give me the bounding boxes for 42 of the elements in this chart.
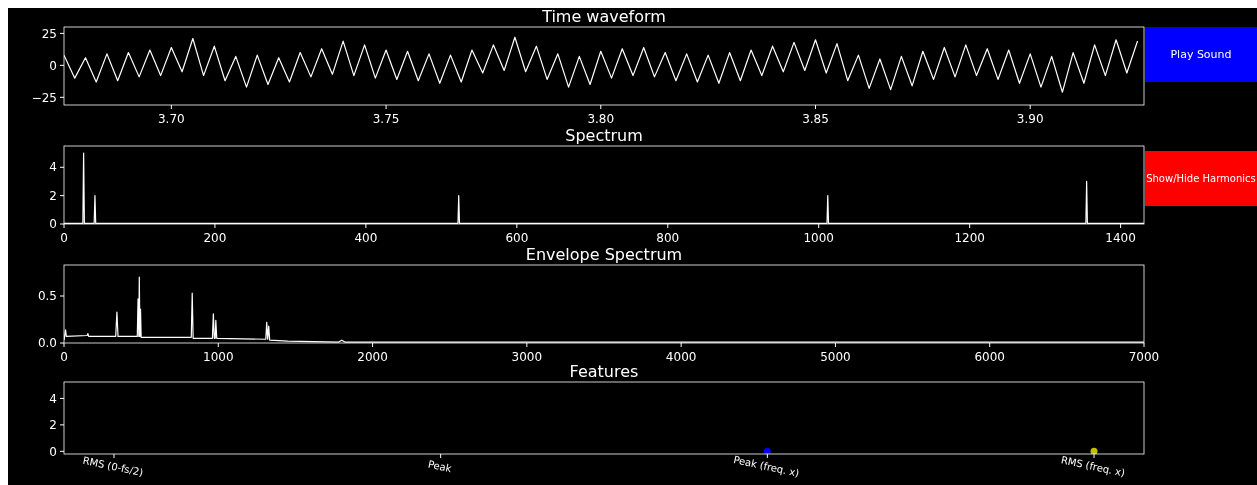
x-tick-label: Peak: [426, 458, 453, 475]
x-tick-label: 1000: [203, 349, 234, 364]
x-tick-label: 7000: [1128, 349, 1160, 364]
y-tick-label: −25: [31, 90, 57, 105]
y-tick-label: 2: [49, 418, 57, 433]
chart-title: Envelope Spectrum: [525, 245, 683, 264]
x-tick-label: 1000: [803, 230, 834, 245]
chart-title: Spectrum: [565, 126, 643, 145]
y-tick-label: 2: [49, 188, 57, 203]
y-tick-label: 0.5: [37, 289, 57, 304]
y-tick-label: 25: [41, 26, 57, 41]
x-tick-label: 400: [354, 230, 378, 245]
x-tick-label: 6000: [974, 349, 1005, 364]
x-tick-label: 1400: [1105, 230, 1136, 245]
x-tick-label: 4000: [665, 349, 697, 364]
x-tick-label: 3.75: [372, 111, 400, 126]
y-tick-label: 4: [49, 391, 57, 406]
x-tick-label: 600: [505, 230, 529, 245]
x-tick-label: 800: [656, 230, 680, 245]
x-tick-label: 3.70: [158, 111, 185, 126]
x-tick-label: 3.85: [802, 111, 829, 126]
x-tick-label: 3.90: [1016, 111, 1044, 126]
y-tick-label: 0: [49, 217, 57, 232]
text: Play Sound: [1170, 48, 1232, 62]
x-tick-label: 5000: [820, 349, 851, 364]
text: Show/Hide Harmonics: [1146, 173, 1256, 184]
x-tick-label: 0: [60, 230, 68, 245]
x-tick-label: 200: [203, 230, 227, 245]
x-tick-label: 1200: [954, 230, 985, 245]
x-tick-label: 3.80: [587, 111, 615, 126]
x-tick-label: RMS (freq. x): [1060, 454, 1127, 479]
x-tick-label: Peak (freq. x): [732, 454, 801, 479]
y-tick-label: 0.0: [37, 336, 57, 351]
y-tick-label: 0: [49, 444, 57, 459]
chart-title: Time waveform: [541, 7, 666, 26]
chart-title: Features: [569, 362, 639, 381]
x-tick-label: RMS (0-fs/2): [81, 454, 145, 479]
y-tick-label: 4: [49, 160, 57, 175]
x-tick-label: 0: [60, 349, 68, 364]
x-tick-label: 2000: [357, 349, 388, 364]
y-tick-label: 0: [49, 58, 57, 73]
x-tick-label: 3000: [511, 349, 543, 364]
